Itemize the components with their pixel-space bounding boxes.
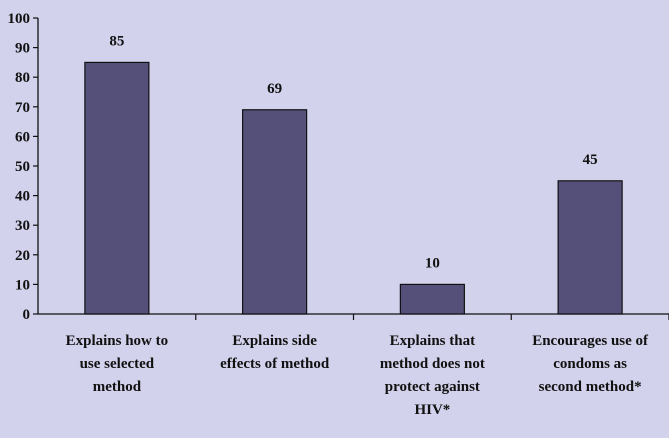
y-tick-label: 60 [15, 129, 30, 145]
data-label-4: 45 [583, 152, 598, 168]
category-label-line: Explains side [232, 333, 317, 349]
bar-4 [557, 180, 623, 315]
y-tick-label: 0 [23, 307, 31, 323]
y-tick-label: 70 [15, 100, 30, 116]
bar-1 [84, 61, 150, 315]
category-label-line: use selected [80, 356, 155, 372]
y-tick-label: 30 [15, 218, 30, 234]
category-label-2: Explains side effects of method [220, 333, 330, 372]
bar-2 [242, 109, 308, 315]
y-tick-label: 80 [15, 70, 30, 86]
y-tick-label: 90 [15, 41, 30, 57]
category-label-4: Encourages use of condoms as second method… [532, 333, 649, 395]
y-tick-label: 40 [15, 189, 30, 205]
y-tick-label: 20 [15, 248, 30, 264]
category-label-line: Explains how to [66, 333, 169, 349]
category-label-line: Encourages use of [532, 333, 649, 349]
category-label-3: Explains that method does not protect agai… [380, 333, 485, 418]
category-label-1: Explains how to use selected method [66, 333, 169, 395]
data-label-3: 10 [425, 255, 440, 271]
y-tick-label: 50 [15, 159, 30, 175]
category-label-line: second method* [539, 379, 642, 395]
category-label-line: HIV* [414, 402, 450, 418]
category-label-line: Explains that [390, 333, 475, 349]
category-label-line: effects of method [220, 356, 330, 372]
y-tick-label: 100 [8, 11, 31, 27]
category-label-line: protect against [385, 379, 480, 395]
category-label-line: method [93, 379, 142, 395]
data-label-2: 69 [267, 81, 282, 97]
data-label-1: 85 [109, 33, 124, 49]
category-label-line: method does not [380, 356, 485, 372]
bar-3 [399, 283, 465, 315]
category-label-line: condoms as [553, 356, 627, 372]
y-tick-label: 10 [15, 277, 30, 293]
